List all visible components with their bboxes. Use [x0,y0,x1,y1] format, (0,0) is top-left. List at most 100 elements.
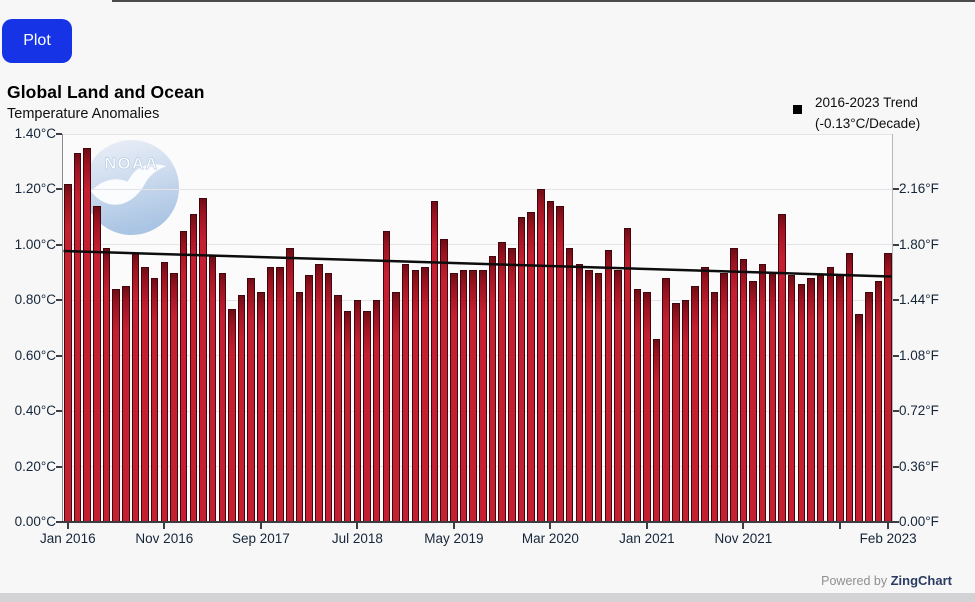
plot-button[interactable]: Plot [2,19,72,63]
bar-jan-2018[interactable] [295,291,304,522]
bar-jan-2016[interactable] [64,183,72,522]
bar-aug-2022[interactable] [826,267,835,522]
bar-dec-2022[interactable] [865,291,873,522]
bar-jan-2023[interactable] [874,280,883,522]
bar-feb-2017[interactable] [189,214,198,522]
y-axis-line-right [892,134,893,523]
bar-nov-2020[interactable] [623,228,632,522]
x-axis-label: May 2019 [424,531,484,546]
bar-dec-2021[interactable] [749,280,757,522]
bar-may-2017[interactable] [218,272,227,522]
y-axis-label-celsius: 0.80°C [14,292,56,308]
bar-feb-2019[interactable] [421,267,429,522]
bar-may-2018[interactable] [334,294,342,522]
bar-jan-2017[interactable] [179,231,188,522]
bar-oct-2019[interactable] [498,242,506,522]
y-axis-label-celsius: 0.00°C [14,514,56,529]
bar-may-2019[interactable] [450,272,458,522]
bar-jun-2021[interactable] [691,286,699,522]
bar-jun-2020[interactable] [575,264,584,522]
bar-jul-2019[interactable] [469,269,477,522]
bar-mar-2020[interactable] [546,200,555,522]
bar-oct-2016[interactable] [150,278,159,522]
bar-jun-2016[interactable] [112,289,120,522]
bar-sep-2020[interactable] [604,250,613,522]
bar-nov-2017[interactable] [276,267,284,522]
bar-aug-2016[interactable] [131,253,140,522]
x-axis-tick [838,523,841,529]
bar-sep-2022[interactable] [836,275,844,522]
bar-oct-2022[interactable] [845,253,854,522]
bar-mar-2017[interactable] [199,197,207,522]
bar-oct-2018[interactable] [382,231,391,522]
bar-nov-2021[interactable] [739,258,748,522]
bar-nov-2016[interactable] [160,261,169,522]
bar-apr-2020[interactable] [556,206,564,522]
bar-sep-2019[interactable] [488,255,497,522]
bar-feb-2020[interactable] [537,189,545,522]
bar-apr-2022[interactable] [787,275,796,522]
bar-jan-2020[interactable] [527,211,535,522]
y-axis-label-celsius: 0.40°C [14,403,56,419]
bar-mar-2021[interactable] [662,278,670,522]
bar-jun-2018[interactable] [343,311,352,522]
bar-nov-2018[interactable] [392,291,400,522]
bar-jul-2017[interactable] [237,294,246,522]
powered-by-text: Powered by [821,574,891,588]
bar-apr-2018[interactable] [324,272,333,522]
bar-oct-2021[interactable] [730,247,738,522]
legend-trend[interactable]: 2016-2023 Trend (-0.13°C/Decade) [793,92,920,134]
bar-dec-2019[interactable] [517,217,526,522]
y-axis-tick [56,133,62,135]
zingchart-brand-link[interactable]: ZingChart [890,573,952,588]
bar-jan-2021[interactable] [643,291,651,522]
bar-mar-2016[interactable] [83,147,91,522]
bar-dec-2016[interactable] [170,272,178,522]
bar-jun-2017[interactable] [228,308,236,522]
bar-jan-2019[interactable] [411,269,420,522]
bar-apr-2019[interactable] [440,239,448,522]
bar-dec-2020[interactable] [633,289,642,522]
bar-dec-2018[interactable] [401,264,410,522]
bar-feb-2022[interactable] [768,272,777,522]
bar-dec-2017[interactable] [286,247,294,522]
bar-jul-2016[interactable] [122,286,130,522]
bar-mar-2019[interactable] [430,200,439,522]
bar-feb-2016[interactable] [73,153,82,522]
bar-sep-2018[interactable] [372,300,381,522]
bar-jul-2021[interactable] [701,267,709,522]
bar-jan-2022[interactable] [758,264,767,522]
bar-nov-2019[interactable] [508,247,516,522]
bar-jun-2019[interactable] [459,269,468,522]
bar-oct-2020[interactable] [614,269,622,522]
bar-jun-2022[interactable] [807,278,815,522]
bar-mar-2018[interactable] [315,264,323,522]
y-axis-tick [893,243,899,246]
bar-jul-2022[interactable] [816,275,825,522]
bar-aug-2017[interactable] [247,278,255,522]
bar-apr-2017[interactable] [208,255,217,522]
bar-sep-2017[interactable] [257,291,265,522]
bar-aug-2018[interactable] [363,311,371,522]
bar-aug-2020[interactable] [594,272,603,522]
gridline [63,355,893,357]
bar-may-2016[interactable] [102,247,111,522]
bar-may-2022[interactable] [797,283,806,522]
bar-feb-2021[interactable] [652,339,661,522]
bar-apr-2021[interactable] [672,303,680,522]
bar-mar-2022[interactable] [778,214,786,522]
bar-sep-2021[interactable] [720,272,728,522]
bar-oct-2017[interactable] [266,267,275,522]
bar-sep-2016[interactable] [141,267,149,522]
bar-may-2020[interactable] [565,247,574,522]
bar-aug-2019[interactable] [479,269,487,522]
bar-aug-2021[interactable] [710,291,719,522]
bar-feb-2023[interactable] [884,253,892,522]
gridline [63,244,893,246]
bar-feb-2018[interactable] [305,275,313,522]
bar-may-2021[interactable] [681,300,690,522]
bar-jul-2020[interactable] [585,269,593,522]
bar-apr-2016[interactable] [93,206,101,522]
bar-nov-2022[interactable] [855,314,863,522]
bar-jul-2018[interactable] [353,300,362,522]
